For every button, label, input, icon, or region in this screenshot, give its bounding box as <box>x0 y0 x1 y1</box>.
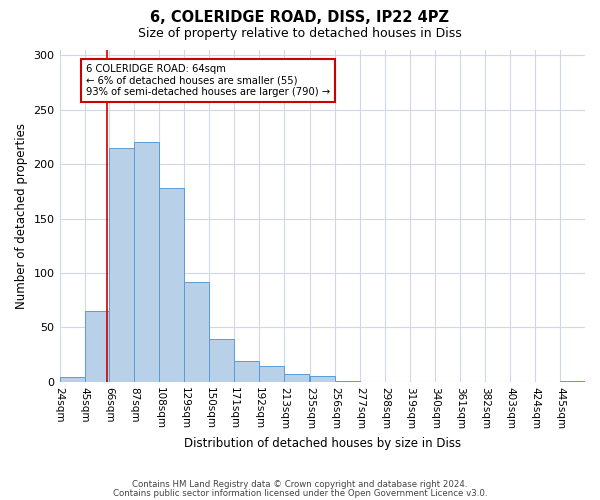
Bar <box>284 374 309 382</box>
Text: Contains public sector information licensed under the Open Government Licence v3: Contains public sector information licen… <box>113 489 487 498</box>
Text: 6, COLERIDGE ROAD, DISS, IP22 4PZ: 6, COLERIDGE ROAD, DISS, IP22 4PZ <box>151 10 449 25</box>
Bar <box>59 378 85 382</box>
X-axis label: Distribution of detached houses by size in Diss: Distribution of detached houses by size … <box>184 437 461 450</box>
Bar <box>85 311 109 382</box>
Bar <box>234 361 259 382</box>
Bar <box>209 340 234 382</box>
Text: 6 COLERIDGE ROAD: 64sqm
← 6% of detached houses are smaller (55)
93% of semi-det: 6 COLERIDGE ROAD: 64sqm ← 6% of detached… <box>86 64 330 98</box>
Bar <box>184 282 209 382</box>
Bar <box>560 380 585 382</box>
Bar <box>134 142 160 382</box>
Bar <box>259 366 284 382</box>
Bar <box>335 380 361 382</box>
Text: Contains HM Land Registry data © Crown copyright and database right 2024.: Contains HM Land Registry data © Crown c… <box>132 480 468 489</box>
Bar <box>109 148 134 382</box>
Text: Size of property relative to detached houses in Diss: Size of property relative to detached ho… <box>138 28 462 40</box>
Bar <box>160 188 184 382</box>
Bar <box>310 376 335 382</box>
Y-axis label: Number of detached properties: Number of detached properties <box>15 123 28 309</box>
